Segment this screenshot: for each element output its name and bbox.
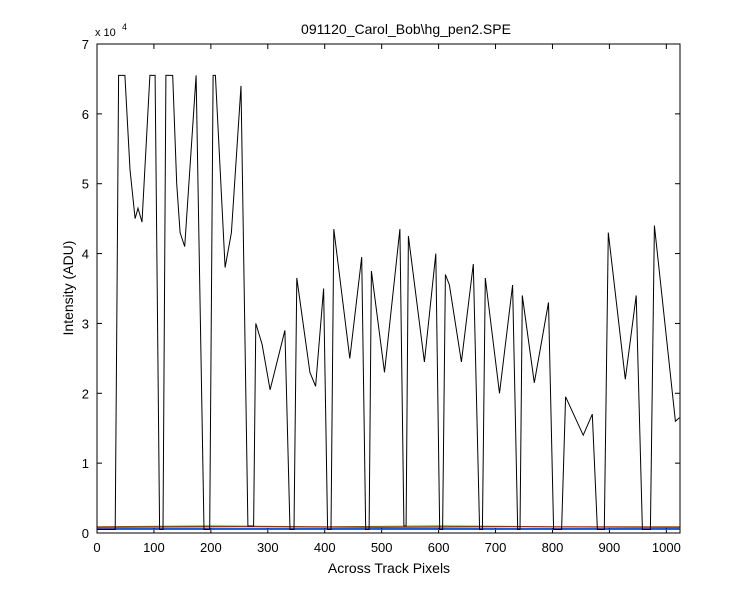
x-tick-label: 500	[371, 540, 393, 555]
line	[97, 74, 680, 530]
x-axis-label: Across Track Pixels	[328, 560, 450, 576]
x-tick-label: 300	[257, 540, 279, 555]
x-tick-label: 800	[542, 540, 564, 555]
x-tick-label: 600	[428, 540, 450, 555]
y-tick-label: 2	[82, 386, 89, 401]
y-tick-label: 3	[82, 316, 89, 331]
chart-title: 091120_Carol_Bob\hg_pen2.SPE	[301, 21, 511, 37]
x-tick-label: 200	[200, 540, 222, 555]
y-axis-label: Intensity (ADU)	[60, 241, 76, 336]
x-tick-label: 100	[143, 540, 165, 555]
x-tick-label: 900	[599, 540, 621, 555]
y-tick-label: 5	[82, 177, 89, 192]
y-tick-label: 6	[82, 107, 89, 122]
y-tick-label: 0	[82, 526, 89, 541]
x-tick-label: 0	[93, 540, 100, 555]
x-tick-label: 1000	[652, 540, 681, 555]
x-tick-label: 700	[485, 540, 507, 555]
y-tick-label: 1	[82, 456, 89, 471]
y-tick-label: 4	[82, 247, 89, 262]
x-tick-label: 400	[314, 540, 336, 555]
y-tick-label: 7	[82, 37, 89, 52]
plot-frame	[96, 43, 681, 534]
line	[96, 526, 680, 528]
y-exponent-power: 4	[122, 22, 127, 32]
y-exponent-base: x 10	[95, 27, 116, 39]
